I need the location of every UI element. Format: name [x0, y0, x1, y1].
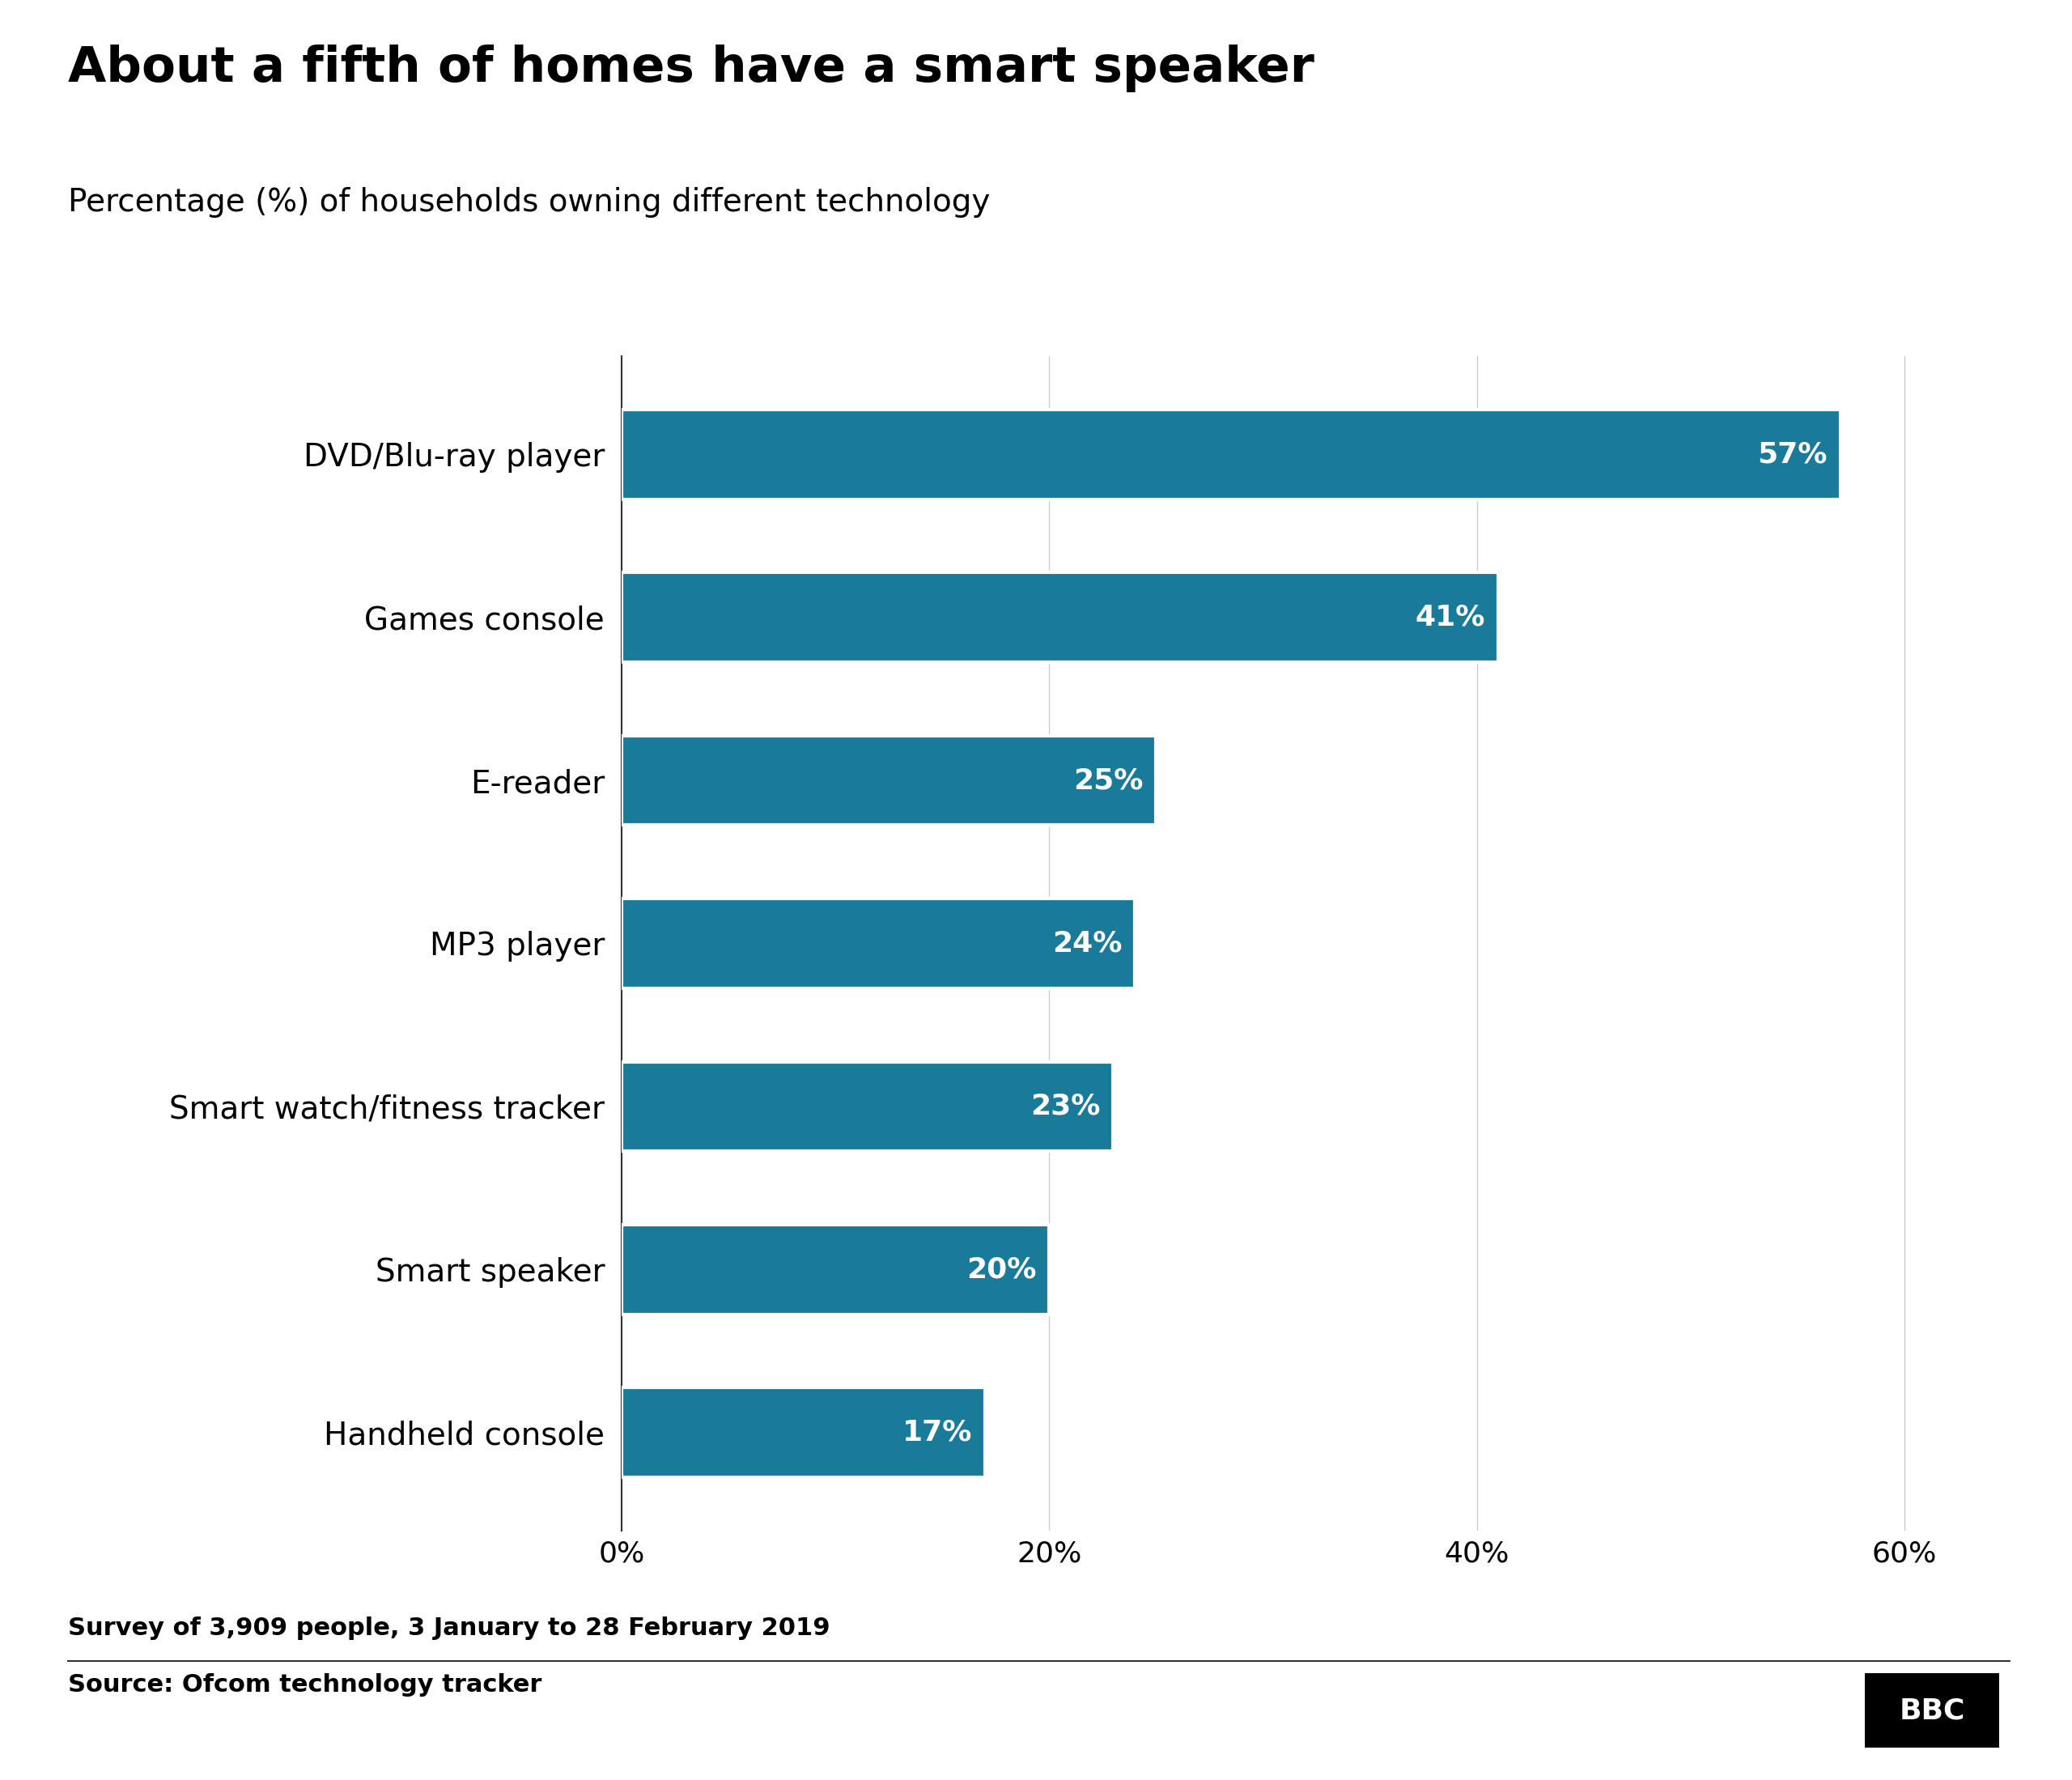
Text: Survey of 3,909 people, 3 January to 28 February 2019: Survey of 3,909 people, 3 January to 28 … [68, 1616, 831, 1639]
Text: 57%: 57% [1757, 440, 1828, 468]
Text: 24%: 24% [1053, 929, 1121, 958]
Bar [622, 735, 1156, 826]
Text: 25%: 25% [1073, 767, 1144, 794]
Text: Percentage (%) of households owning different technology: Percentage (%) of households owning diff… [68, 187, 990, 217]
Bar [622, 1225, 1048, 1314]
Bar [622, 1388, 984, 1477]
Bar [622, 409, 1840, 498]
Text: 20%: 20% [966, 1255, 1036, 1283]
Text: Source: Ofcom technology tracker: Source: Ofcom technology tracker [68, 1673, 543, 1696]
Bar [622, 899, 1135, 988]
Text: BBC: BBC [1900, 1696, 1964, 1725]
Bar [622, 573, 1498, 662]
Text: About a fifth of homes have a smart speaker: About a fifth of homes have a smart spea… [68, 44, 1316, 93]
Text: 23%: 23% [1030, 1093, 1100, 1120]
Text: 41%: 41% [1415, 603, 1486, 632]
Text: 17%: 17% [901, 1419, 972, 1447]
Bar [622, 1061, 1113, 1152]
